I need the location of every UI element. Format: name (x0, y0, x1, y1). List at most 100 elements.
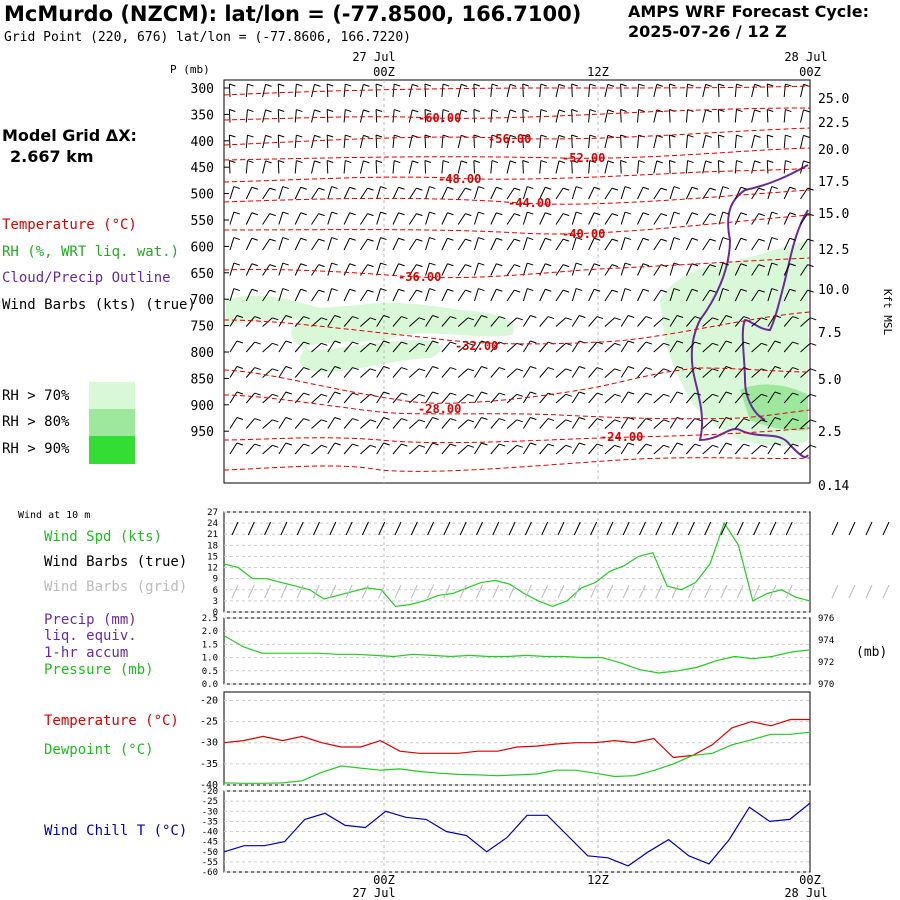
wind-barb-109 (245, 160, 248, 174)
wind-barb-flag-24 (620, 83, 627, 87)
windchill-line (223, 802, 811, 867)
grid-barb-13 (443, 584, 451, 599)
wind-barb-flag-190 (398, 212, 405, 216)
wind-barb-flag-291 (282, 288, 289, 292)
wind-barb-flag-163 (545, 186, 552, 190)
wind-barb-flag-394 (792, 341, 799, 345)
wind-barb-131 (604, 160, 609, 174)
wind-barb-526 (588, 443, 598, 455)
wind-barb-flag-58 (589, 109, 596, 113)
wind-barb-298 (392, 289, 399, 302)
wind-barb-flag-87 (473, 134, 481, 138)
wind-barb-51 (473, 109, 475, 123)
wind-barb-flag-466 (792, 392, 799, 396)
wind-barb-flag-25 (638, 83, 645, 87)
wind-barb-flag-68 (754, 109, 761, 113)
wind-barb-69 (766, 109, 769, 123)
wind-barb-11 (408, 84, 413, 98)
ytick-4-1: -25 (202, 797, 218, 807)
sfc-barb-33 (769, 521, 777, 536)
wind-barb-228 (425, 237, 430, 251)
wind-barb-flag-393 (774, 340, 781, 344)
windchill-panel: -20-25-30-35-40-45-50-55-60 (202, 787, 811, 878)
wind-barb-flag-250 (789, 237, 796, 241)
wind-barb-500 (751, 419, 762, 429)
wind-barb-flag-419 (614, 368, 621, 372)
wind-barb-flag-38 (265, 109, 272, 113)
wind-barb-flag-157 (447, 186, 454, 190)
wind-barb-flag-229 (447, 237, 454, 241)
wind-speed-line (223, 521, 811, 608)
wind-barb-44 (359, 109, 364, 123)
wind-barb-flag-268 (496, 263, 503, 267)
wind-barb-flag-201 (575, 211, 583, 215)
wind-barb-flag-241 (642, 237, 650, 241)
wind-barb-370 (392, 341, 402, 353)
wind-barb-151 (343, 187, 351, 200)
wind-barb-flag-146 (269, 187, 276, 191)
wind-barb-flag-334 (401, 316, 408, 320)
p-tick-650: 650 (191, 267, 214, 282)
wind-barb-156 (425, 186, 430, 200)
wind-barb-274 (588, 263, 595, 276)
wind-barb-491 (604, 419, 615, 429)
wind-barb-420 (620, 366, 629, 378)
wind-barb-527 (604, 444, 615, 455)
wind-barb-flag-240 (624, 237, 632, 241)
wind-barb-flag-439 (352, 392, 359, 396)
contour-60 (223, 107, 811, 121)
wind-barb-104 (751, 135, 756, 149)
wind-barb-flag-119 (412, 160, 419, 164)
wind-barb-155 (408, 187, 417, 200)
wind-barb-532 (686, 443, 696, 455)
wind-barb-flag-497 (712, 419, 719, 423)
wind-barb-flag-494 (663, 419, 670, 423)
wind-barb-flag-479 (418, 419, 426, 423)
contour-44 (223, 189, 811, 205)
wind-barb-flag-303 (478, 288, 485, 292)
precip-label: Precip (mm) (44, 612, 137, 628)
wind-barb-82 (392, 135, 395, 149)
wind-barb-239 (604, 238, 613, 251)
wind-barb-flag-378 (530, 340, 537, 344)
wind-barb-flag-354 (725, 315, 733, 318)
wind-barb-118 (392, 160, 395, 174)
kft-tick-4: 15.0 (818, 207, 849, 222)
wind-barb-flag-507 (285, 442, 292, 446)
wind-barb-flag-481 (450, 418, 457, 422)
wind-barb-flag-76 (296, 134, 303, 138)
p-tick-850: 850 (191, 372, 214, 387)
wind-barb-15 (473, 83, 475, 98)
wind-barb-24 (620, 83, 622, 98)
wind-barb-400 (294, 367, 304, 378)
wind-barb-flag-500 (761, 419, 768, 423)
wind-barb-480 (425, 417, 433, 429)
wind-barb-flag-158 (465, 187, 472, 191)
wind-barb-flag-258 (331, 262, 338, 266)
sfc-barb-extra-2 (865, 521, 873, 536)
wind-barb-flag-5 (314, 83, 321, 87)
wind-barb-289 (245, 289, 253, 302)
wind-barb-61 (637, 109, 640, 123)
wind-barb-40 (294, 109, 297, 123)
wind-barb-flag-262 (398, 263, 405, 267)
wind-barb-169 (637, 187, 644, 200)
wind-barb-291 (278, 288, 284, 302)
wind-barb-flag-299 (416, 289, 423, 293)
wind-barb-flag-247 (740, 237, 747, 241)
model-grid-title: Model Grid ΔX: (2, 126, 137, 145)
wind-barb-517 (441, 443, 451, 455)
wind-barb-flag-31 (736, 83, 743, 87)
wind-barb-flag-130 (589, 160, 596, 164)
wind-barb-421 (637, 367, 647, 378)
wind-barb-flag-42 (327, 109, 334, 112)
wind-barb-flag-461 (712, 393, 719, 397)
wind-barb-flag-370 (401, 341, 408, 345)
wind-barb-flag-404 (369, 368, 377, 372)
wind-barb-120 (424, 160, 427, 174)
wind-barb-flag-248 (758, 238, 765, 242)
wind-barb-flag-382 (596, 341, 604, 345)
wind-barb-320 (751, 289, 760, 302)
wind-barb-flag-62 (656, 109, 663, 113)
wind-barb-401 (311, 368, 322, 378)
